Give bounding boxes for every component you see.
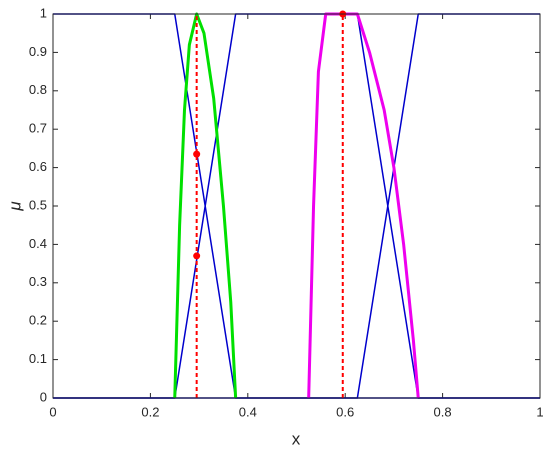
y-tick-label: 1 <box>40 5 47 20</box>
y-tick-label: 0.7 <box>29 121 47 136</box>
x-tick-label: 0 <box>49 404 56 419</box>
y-tick-label: 0 <box>40 389 47 404</box>
x-tick-label: 0.8 <box>434 404 452 419</box>
x-axis-label: x <box>292 429 301 448</box>
y-tick-label: 0.1 <box>29 351 47 366</box>
curve <box>53 13 540 399</box>
x-tick-label: 0.6 <box>336 404 354 419</box>
y-tick-label: 0.3 <box>29 274 47 289</box>
curve <box>307 12 420 399</box>
y-tick-label: 0.2 <box>29 313 47 328</box>
y-tick-label: 0.9 <box>29 44 47 59</box>
x-tick-label: 1 <box>536 404 543 419</box>
y-tick-label: 0.4 <box>29 236 47 251</box>
curve <box>173 12 238 399</box>
point <box>193 252 201 260</box>
x-tick-label: 0.2 <box>141 404 159 419</box>
x-tick-label: 0.4 <box>239 404 257 419</box>
y-axis-label: μ <box>5 201 24 212</box>
y-tick-label: 0.8 <box>29 82 47 97</box>
curve <box>53 13 540 399</box>
y-tick-label: 0.6 <box>29 159 47 174</box>
point <box>193 150 201 158</box>
y-tick-label: 0.5 <box>29 197 47 212</box>
plot-frame <box>52 13 541 399</box>
curve <box>53 13 540 399</box>
